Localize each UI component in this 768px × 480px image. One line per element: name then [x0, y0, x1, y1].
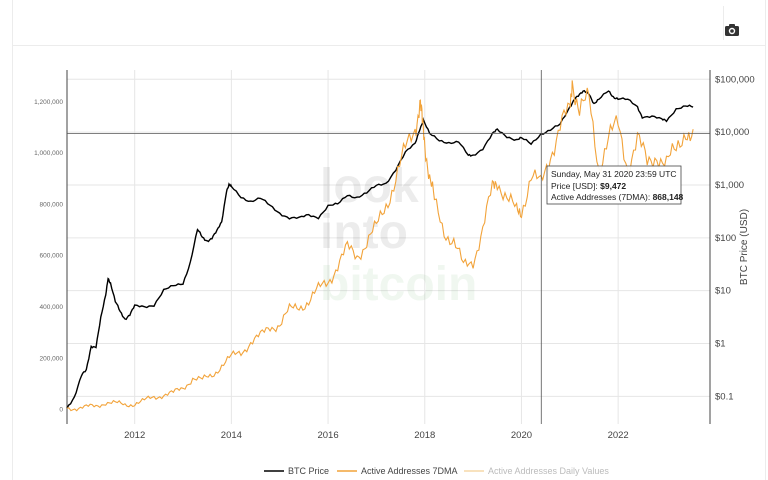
y-right-tick-label: $0.1 [715, 391, 734, 402]
camera-icon [725, 24, 739, 36]
toolbar-divider [723, 6, 724, 40]
legend-label-aad: Active Addresses Daily Values [488, 466, 609, 476]
tooltip: Sunday, May 31 2020 23:59 UTC Price [USD… [546, 165, 684, 205]
x-tick-label: 2014 [221, 430, 242, 441]
tooltip-price-label: Price [USD]: [551, 181, 600, 191]
legend-item-active-addresses-daily[interactable]: Active Addresses Daily Values [464, 466, 609, 476]
tooltip-price: Price [USD]: $9,472 [551, 181, 626, 191]
legend-label-btc: BTC Price [288, 466, 329, 476]
tooltip-date: Sunday, May 31 2020 23:59 UTC [551, 169, 677, 179]
x-tick-label: 2018 [414, 430, 435, 441]
legend-item-active-addresses-7dma[interactable]: Active Addresses 7DMA [337, 466, 458, 476]
y-left-tick-label: 800,000 [40, 201, 64, 208]
tooltip-aa-label: Active Addresses (7DMA): [551, 192, 653, 202]
download-image-button[interactable] [721, 20, 743, 40]
y-right-tick-label: $10 [715, 286, 731, 297]
y-right-axis-title: BTC Price (USD) [739, 209, 750, 285]
tooltip-active-addresses: Active Addresses (7DMA): 868,148 [551, 192, 684, 202]
watermark-bitcoin: bitcoin [320, 258, 477, 311]
x-tick-label: 2016 [317, 430, 338, 441]
chart-container [12, 0, 766, 480]
active-addresses-7dma-line [66, 80, 694, 412]
x-tick-label: 2022 [608, 430, 629, 441]
axes: $0.1 $1 $10 $100 $1,000 $10,000 $100,000 2012 20… [34, 70, 755, 441]
chart-toolbar [12, 0, 766, 46]
y-left-tick-label: 1,000,000 [34, 150, 63, 157]
y-left-tick-label: 200,000 [40, 355, 64, 362]
y-right-tick-label: $1,000 [715, 180, 744, 191]
tooltip-box [546, 165, 682, 205]
series [66, 80, 694, 412]
x-tick-label: 2020 [511, 430, 532, 441]
y-left-tick-label: 1,200,000 [34, 99, 63, 106]
watermark: look into bitcoin [320, 160, 477, 311]
legend-label-aa7: Active Addresses 7DMA [361, 466, 458, 476]
y-left-tick-label: 0 [59, 407, 63, 414]
watermark-into: into [320, 206, 408, 259]
tooltip-aa-value: 868,148 [653, 192, 684, 202]
legend: BTC Price Active Addresses 7DMA Active A… [264, 466, 609, 476]
y-right-tick-label: $1 [715, 339, 726, 350]
y-right-tick-label: $100 [715, 233, 736, 244]
y-right-tick-label: $100,000 [715, 74, 755, 85]
y-left-tick-label: 400,000 [40, 304, 64, 311]
y-left-tick-label: 600,000 [40, 253, 64, 260]
legend-item-btc-price[interactable]: BTC Price [264, 466, 329, 476]
y-right-tick-label: $10,000 [715, 127, 749, 138]
hover-crosshair [67, 70, 710, 424]
x-tick-label: 2012 [124, 430, 145, 441]
tooltip-price-value: $9,472 [600, 181, 626, 191]
